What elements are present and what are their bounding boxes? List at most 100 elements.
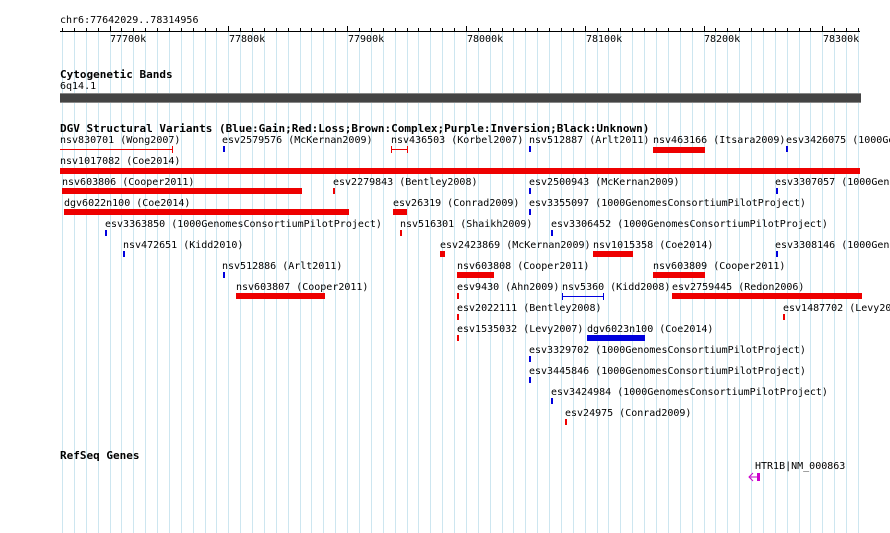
variant-label[interactable]: esv3329702 (1000GenomesConsortiumPilotPr… [529,345,806,356]
gene-arrow-icon[interactable] [748,472,762,482]
variant-tick[interactable] [223,272,225,278]
variant-bar[interactable] [236,293,325,299]
variant-tick[interactable] [603,293,604,300]
variant-tick[interactable] [529,377,531,383]
variant-bar[interactable] [60,168,860,174]
variant-label[interactable]: esv2759445 (Redon2006) [672,282,805,293]
variant-label[interactable]: esv3355097 (1000GenomesConsortiumPilotPr… [529,198,806,209]
variant-label[interactable]: nsv463166 (Itsara2009) [653,135,786,146]
variant-bar[interactable] [587,335,645,341]
variant-tick[interactable] [565,419,567,425]
variant-label[interactable]: nsv1017082 (Coe2014) [60,156,181,167]
variant-label[interactable]: nsv603807 (Cooper2011) [236,282,369,293]
variant-tick[interactable] [407,146,408,153]
variant-label[interactable]: esv2279843 (Bentley2008) [333,177,478,188]
variant-label[interactable]: nsv512886 (Arlt2011) [222,261,343,272]
variant-label[interactable]: esv1535032 (Levy2007) [457,324,584,335]
variant-tick[interactable] [105,230,107,236]
grid-line [252,30,253,533]
variant-label[interactable]: esv2579576 (McKernan2009) [222,135,373,146]
variant-label[interactable]: esv3307057 (1000Genom [775,177,890,188]
variant-tick[interactable] [123,251,125,257]
variant-bar[interactable] [457,272,494,278]
ruler-tick [193,28,194,32]
variant-label[interactable]: esv1487702 (Levy20 [783,303,890,314]
variant-tick[interactable] [223,146,225,152]
variant-bar[interactable] [393,209,407,215]
ruler-label: 78100k [586,34,623,45]
variant-label[interactable]: esv3306452 (1000GenomesConsortiumPilotPr… [551,219,828,230]
variant-tick[interactable] [562,293,563,300]
variant-tick[interactable] [551,230,553,236]
ruler-tick [276,28,277,32]
variant-bar[interactable] [64,209,349,215]
gene-label[interactable]: HTR1B|NM_000863 [755,461,846,472]
variant-label[interactable]: esv2500943 (McKernan2009) [529,177,680,188]
variant-label[interactable]: nsv472651 (Kidd2010) [123,240,244,251]
ruler-tick [525,28,526,32]
dgv-track-title[interactable]: DGV Structural Variants (Blue:Gain;Red:L… [60,122,650,135]
variant-tick[interactable] [776,251,778,257]
variant-tick[interactable] [551,398,553,404]
variant-tick[interactable] [529,188,531,194]
variant-label[interactable]: esv24975 (Conrad2009) [565,408,692,419]
chromosome-band[interactable] [60,93,861,103]
variant-tick[interactable] [457,314,459,320]
variant-label[interactable]: dgv6022n100 (Coe2014) [64,198,191,209]
grid-line [513,30,514,533]
variant-label[interactable]: nsv603806 (Cooper2011) [62,177,195,188]
variant-bar[interactable] [62,188,302,194]
variant-tick[interactable] [783,314,785,320]
variant-label[interactable]: nsv603809 (Cooper2011) [653,261,786,272]
variant-label[interactable]: nsv1015358 (Coe2014) [593,240,714,251]
variant-label[interactable]: nsv5360 (Kidd2008) [562,282,671,293]
variant-bar[interactable] [440,251,445,257]
variant-label[interactable]: nsv512887 (Arlt2011) [529,135,650,146]
variant-tick[interactable] [400,230,402,236]
variant-label[interactable]: esv2423869 (McKernan2009) [440,240,591,251]
grid-line [347,30,348,533]
ruler-label: 78200k [704,34,741,45]
variant-tick[interactable] [172,146,173,153]
refseq-track-title[interactable]: RefSeq Genes [60,449,140,462]
variant-label[interactable]: nsv516301 (Shaikh2009) [400,219,533,230]
variant-bar[interactable] [60,149,173,150]
variant-bar[interactable] [653,272,705,278]
grid-line [585,30,586,533]
variant-label[interactable]: nsv436503 (Korbel2007) [391,135,524,146]
variant-tick[interactable] [529,146,531,152]
variant-label[interactable]: esv3445846 (1000GenomesConsortiumPilotPr… [529,366,806,377]
variant-bar[interactable] [392,149,408,150]
variant-bar[interactable] [653,147,705,153]
variant-tick[interactable] [457,335,459,341]
grid-line [145,30,146,533]
variant-bar[interactable] [593,251,633,257]
variant-tick[interactable] [333,188,335,194]
variant-label[interactable]: esv3363850 (1000GenomesConsortiumPilotPr… [105,219,382,230]
variant-tick[interactable] [457,293,459,299]
variant-label[interactable]: esv3424984 (1000GenomesConsortiumPilotPr… [551,387,828,398]
variant-label[interactable]: dgv6023n100 (Coe2014) [587,324,714,335]
grid-line [537,30,538,533]
variant-bar[interactable] [672,293,862,299]
variant-label[interactable]: esv3308146 (1000Genom [775,240,890,251]
variant-tick[interactable] [776,188,778,194]
ruler-tick [62,28,63,32]
ruler-tick [597,28,598,32]
variant-tick[interactable] [529,356,531,362]
ruler-tick [490,28,491,32]
variant-label[interactable]: esv2022111 (Bentley2008) [457,303,602,314]
variant-label[interactable]: esv3426075 (1000Genom [786,135,890,146]
ruler-tick [680,28,681,32]
variant-label[interactable]: esv9430 (Ahn2009) [457,282,560,293]
variant-label[interactable]: esv26319 (Conrad2009) [393,198,520,209]
variant-label[interactable]: nsv830701 (Wong2007) [60,135,181,146]
variant-tick[interactable] [391,146,392,153]
cytoband-track-title[interactable]: Cytogenetic Bands [60,68,173,81]
ruler-tick [407,28,408,32]
variant-label[interactable]: nsv603808 (Cooper2011) [457,261,590,272]
variant-bar[interactable] [562,296,604,297]
variant-tick[interactable] [529,209,531,215]
variant-tick[interactable] [786,146,788,152]
